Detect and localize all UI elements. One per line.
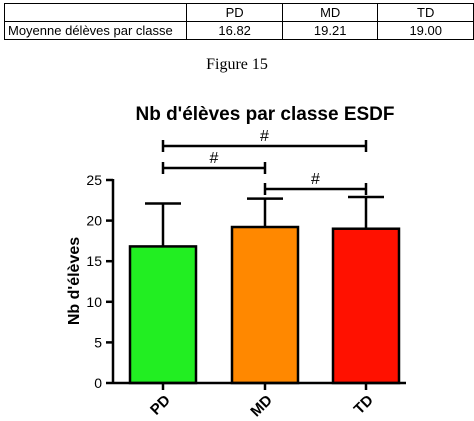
bar-td <box>331 227 401 385</box>
chart-title: Nb d'élèves par classe ESDF <box>135 104 394 125</box>
summary-table: PD MD TD Moyenne délèves par classe 16.8… <box>3 3 474 40</box>
table-row-label: Moyenne délèves par classe <box>3 21 188 40</box>
significance-md-td-label: # <box>311 171 320 188</box>
x-tick-label-pd: PD <box>147 392 174 419</box>
bar-md <box>230 225 300 385</box>
y-axis-label: Nb d'élèves <box>66 237 83 325</box>
y-tick-label-20: 20 <box>86 213 102 229</box>
x-tick-label-md: MD <box>247 392 276 421</box>
plot-area: 0 5 10 15 20 25 PD MD TD # # # <box>86 128 406 420</box>
table-value-pd: 16.82 <box>186 21 283 40</box>
figure-caption: Figure 15 <box>206 56 268 73</box>
table-value-md: 19.21 <box>281 21 379 40</box>
bar-pd <box>128 245 198 385</box>
y-tick-label-25: 25 <box>86 172 102 188</box>
y-tick-label-0: 0 <box>94 375 102 391</box>
table-header-row: PD MD TD <box>3 3 474 22</box>
table-value-td: 19.00 <box>377 21 474 40</box>
significance-pd-md-label: # <box>210 150 219 167</box>
y-tick-label-5: 5 <box>94 334 102 350</box>
x-tick-label-td: TD <box>351 392 377 418</box>
table-row: Moyenne délèves par classe 16.82 19.21 1… <box>3 21 474 40</box>
significance-pd-td-label: # <box>260 128 269 145</box>
y-tick-label-15: 15 <box>86 253 102 269</box>
y-tick-label-10: 10 <box>86 294 102 310</box>
